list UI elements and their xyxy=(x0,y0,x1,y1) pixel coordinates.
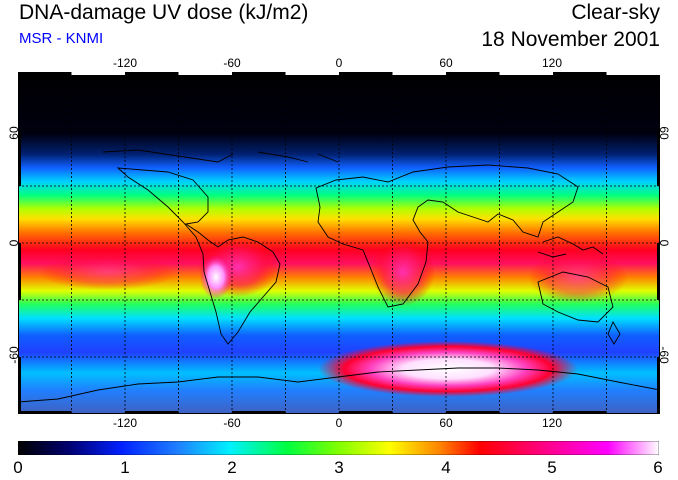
colorbar-label: 6 xyxy=(653,458,663,477)
lon-tick-bottom: 60 xyxy=(439,416,453,430)
lon-tick-top: -60 xyxy=(223,56,241,70)
lon-tick-bottom: -120 xyxy=(112,416,138,430)
antarctic-high-uv-region xyxy=(318,341,578,397)
colorbar xyxy=(18,441,659,455)
map-date: 18 November 2001 xyxy=(481,28,660,51)
uv-dose-map xyxy=(18,72,660,414)
lon-tick-bottom: -60 xyxy=(223,416,241,430)
colorbar-label: 0 xyxy=(13,458,23,477)
arctic-coastline xyxy=(102,149,339,163)
graticule xyxy=(18,72,660,414)
lon-tick-bottom: 120 xyxy=(541,416,563,430)
colorbar-label: 1 xyxy=(120,458,130,477)
americas-coastline xyxy=(116,167,281,345)
colorbar-gradient xyxy=(18,441,659,455)
lon-tick-bottom: 0 xyxy=(335,416,343,430)
colorbar-label: 2 xyxy=(227,458,237,477)
map-title: DNA-damage UV dose (kJ/m2) xyxy=(19,1,309,24)
map-source: MSR - KNMI xyxy=(19,30,104,47)
pacific-high-uv xyxy=(38,254,178,290)
sky-condition: Clear-sky xyxy=(571,1,660,24)
colorbar-label: 3 xyxy=(334,458,344,477)
eurasia-africa-coastline xyxy=(315,164,579,308)
lon-tick-top: 120 xyxy=(541,56,563,70)
colorbar-label: 4 xyxy=(441,458,451,477)
andes-peak-uv xyxy=(200,255,232,299)
coastlines xyxy=(18,149,660,403)
australia-coastline xyxy=(537,271,614,323)
lon-tick-top: 60 xyxy=(439,56,453,70)
map-frame xyxy=(18,72,660,414)
lon-tick-top: 0 xyxy=(335,56,343,70)
australia-high-uv xyxy=(528,251,628,303)
africa-high-uv xyxy=(371,238,435,306)
new-zealand-coastline xyxy=(607,320,621,345)
lon-tick-top: -120 xyxy=(112,56,138,70)
colorbar-label: 5 xyxy=(547,458,557,477)
